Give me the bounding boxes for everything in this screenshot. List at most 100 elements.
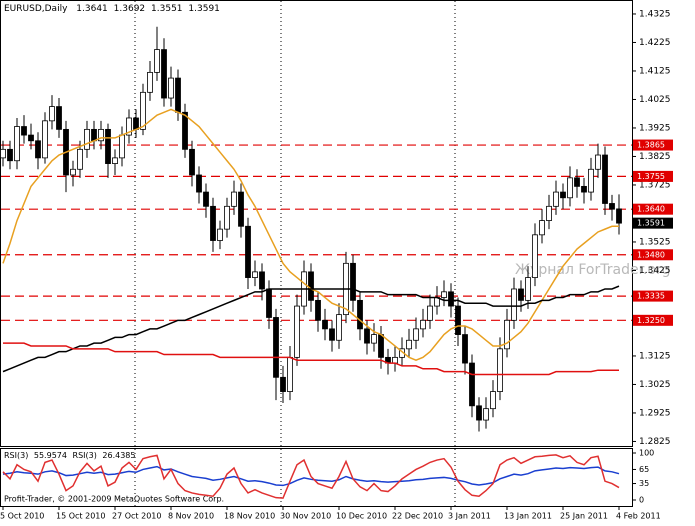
candle-body	[28, 134, 34, 142]
y-tick-label: 1.3525	[639, 237, 671, 247]
candle-body	[126, 117, 132, 136]
y-tick-label: 1.3025	[639, 380, 671, 390]
x-tick-label: 30 Nov 2010	[280, 512, 331, 521]
last-price-label: 1.3591	[637, 219, 665, 228]
candle-body	[546, 205, 552, 221]
candle-body	[364, 328, 370, 344]
candle-body	[224, 205, 230, 230]
main-pane	[0, 0, 633, 447]
candle-body	[133, 117, 139, 130]
x-tick-label: 15 Oct 2010	[56, 512, 105, 521]
candle-body	[0, 148, 6, 159]
candle-body	[448, 291, 454, 307]
candle-body	[406, 339, 412, 350]
candle-body	[616, 208, 622, 224]
candle-body	[112, 157, 118, 164]
y-tick-label: 1.4225	[639, 38, 671, 48]
candle-body	[609, 203, 615, 210]
level-label: 1.3640	[637, 205, 665, 214]
candle-body	[280, 376, 286, 392]
candle-body	[14, 126, 20, 162]
level-label: 1.3865	[637, 141, 665, 150]
candle-body	[469, 362, 475, 407]
candle-body	[315, 299, 321, 321]
legend-value: 55.9574	[34, 451, 67, 460]
candle-body	[105, 128, 111, 164]
level-label: 1.3480	[637, 250, 665, 259]
candle-body	[574, 177, 580, 187]
y-tick-label: 0	[639, 496, 644, 505]
y-tick-label: 1.3825	[639, 152, 671, 162]
indicator-header: RSI(3) 55.9574 RSI(3) 26.4385	[4, 451, 135, 460]
candle-body	[483, 408, 489, 421]
candle-body	[427, 305, 433, 321]
level-label: 1.3335	[637, 292, 665, 301]
candle-body	[588, 168, 594, 193]
last-high: 1.3692	[114, 4, 146, 14]
level-box	[633, 314, 673, 326]
candle-body	[518, 288, 524, 301]
candle-body	[350, 262, 356, 301]
candle-body	[602, 154, 608, 204]
level-box	[633, 249, 673, 261]
candle-body	[476, 405, 482, 421]
candle-body	[49, 106, 55, 122]
candle-body	[392, 356, 398, 364]
candle-body	[336, 314, 342, 341]
candle-body	[371, 334, 377, 344]
candle-body	[462, 334, 468, 364]
candle-body	[308, 271, 314, 301]
candle-body	[539, 220, 545, 236]
x-tick-label: 22 Dec 2010	[392, 512, 443, 521]
candle-body	[182, 111, 188, 150]
chart-header: EURUSD,Daily 1.3641 1.3692 1.3551 1.3591	[4, 4, 220, 14]
candle-body	[420, 319, 426, 330]
candle-body	[56, 106, 62, 130]
copyright: Profit-Trader, © 2001-2009 MetaQuotes So…	[4, 495, 224, 504]
candle-body	[378, 334, 384, 358]
y-tick-label: 65	[639, 465, 649, 474]
candle-body	[567, 177, 573, 199]
series-line	[3, 342, 619, 376]
level-box	[633, 139, 673, 151]
candle-body	[490, 391, 496, 410]
level-label: 1.3250	[637, 316, 665, 325]
candle-body	[245, 225, 251, 278]
candle-body	[511, 288, 517, 321]
y-tick-label: 1.4125	[639, 66, 671, 76]
candle-body	[238, 191, 244, 227]
y-tick-label: 1.4025	[639, 95, 671, 105]
candle-body	[70, 168, 76, 176]
candle-body	[98, 128, 104, 142]
candle-body	[266, 288, 272, 318]
last-low: 1.3551	[151, 4, 183, 14]
candle-body	[91, 128, 97, 142]
candle-body	[322, 319, 328, 330]
candle-body	[294, 305, 300, 358]
x-tick-label: 10 Dec 2010	[336, 512, 387, 521]
x-tick-label: 4 Feb 2011	[616, 512, 661, 521]
candle-body	[329, 328, 335, 341]
y-tick-label: 1.4325	[639, 9, 671, 19]
level-box	[633, 290, 673, 302]
y-tick-label: 35	[639, 479, 649, 488]
x-tick-label: 5 Oct 2010	[0, 512, 44, 521]
candle-body	[77, 148, 83, 170]
candle-body	[357, 299, 363, 330]
legend-value: 26.4385	[102, 451, 135, 460]
candle-body	[119, 134, 125, 159]
candle-body	[504, 319, 510, 350]
candle-body	[175, 77, 181, 113]
candle-body	[595, 154, 601, 170]
y-tick-label: 1.3925	[639, 123, 671, 133]
y-tick-label: 1.3725	[639, 180, 671, 190]
candle-body	[581, 185, 587, 193]
last-price-box	[633, 217, 673, 229]
candle-body	[168, 77, 174, 99]
level-box	[633, 170, 673, 182]
x-tick-label: 8 Nov 2010	[168, 512, 214, 521]
candle-body	[7, 148, 13, 162]
candle-body	[532, 234, 538, 278]
x-tick-label: 27 Oct 2010	[112, 512, 161, 521]
